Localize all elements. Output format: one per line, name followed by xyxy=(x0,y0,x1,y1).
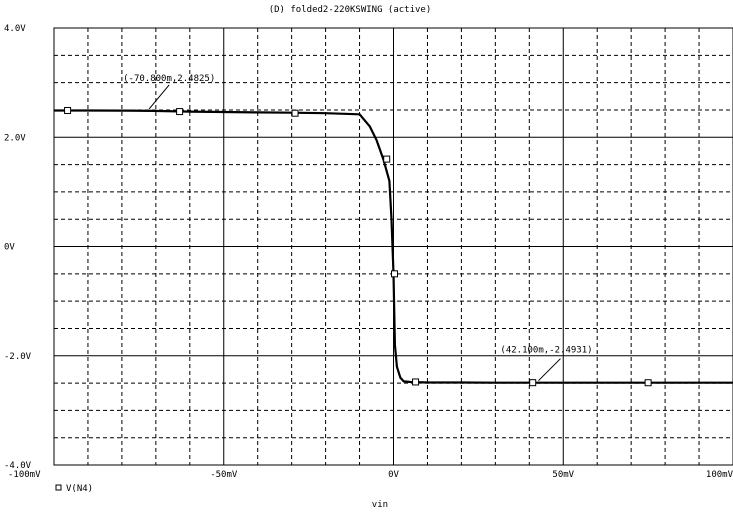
x-tick-label: -50mV xyxy=(210,470,238,480)
data-marker-square xyxy=(291,109,299,117)
y-tick-label: 2.0V xyxy=(4,133,26,143)
y-tick-label: 4.0V xyxy=(4,24,26,34)
series-line-v-n4 xyxy=(54,109,733,384)
annotation-leader-line xyxy=(148,84,170,110)
annotations-group: (-70.800m,2.4825) (42.100m,-2.4931) xyxy=(123,74,593,382)
y-axis-ticks: 4.0V 2.0V 0V -2.0V -4.0V xyxy=(4,24,32,471)
data-marker-square xyxy=(383,155,391,163)
x-tick-label: 0V xyxy=(388,470,399,480)
x-tick-label: -100mV xyxy=(8,470,41,480)
data-marker-square xyxy=(412,378,420,386)
x-tick-label: 100mV xyxy=(706,470,733,480)
chart-title: (D) folded2-220KSWING (active) xyxy=(269,5,432,15)
y-tick-label: -4.0V xyxy=(4,461,32,471)
annotation-label: (42.100m,-2.4931) xyxy=(500,346,592,356)
legend: V(N4) xyxy=(55,484,93,494)
plot-frame xyxy=(53,27,733,466)
data-marker-square xyxy=(391,270,399,278)
annotation-leader-line xyxy=(538,358,561,382)
data-marker-square xyxy=(644,379,652,387)
data-marker-square xyxy=(64,106,72,114)
annotation-label: (-70.800m,2.4825) xyxy=(123,74,215,84)
legend-marker-square xyxy=(55,484,62,491)
x-axis-label: vin xyxy=(372,500,388,510)
x-tick-label: 50mV xyxy=(552,470,574,480)
legend-series-name: V(N4) xyxy=(66,484,93,494)
data-marker-square xyxy=(176,108,184,116)
series-group xyxy=(54,106,733,387)
y-tick-label: -2.0V xyxy=(4,352,32,362)
data-marker-square xyxy=(529,379,537,387)
y-tick-label: 0V xyxy=(4,243,15,253)
x-axis-ticks: -100mV -50mV 0V 50mV 100mV xyxy=(8,470,733,480)
